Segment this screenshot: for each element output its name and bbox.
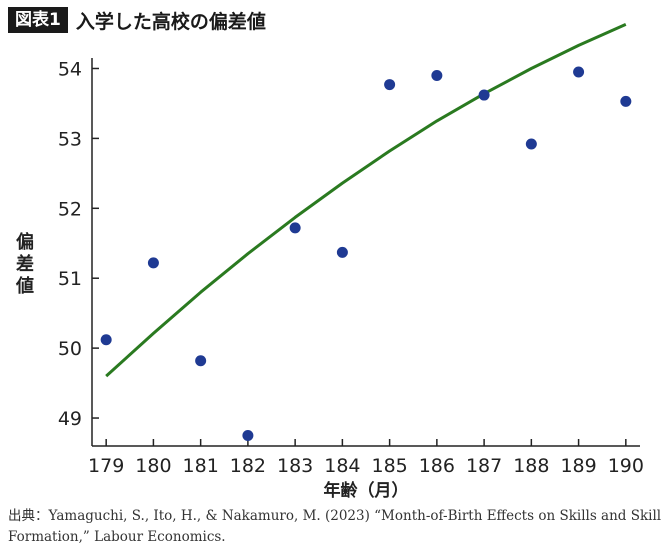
x-tick-label: 182 — [230, 455, 266, 477]
x-tick-label: 186 — [419, 455, 455, 477]
scatter-chart: 49 50 51 52 53 54 179 180 181 182 183 184 185 186 187 1… — [15, 23, 644, 500]
data-point — [525, 138, 537, 150]
data-point — [573, 66, 585, 78]
chart-title: 入学した高校の偏差値 — [75, 10, 266, 33]
x-tick-label: 190 — [608, 455, 644, 477]
x-tick-label: 180 — [135, 455, 171, 477]
x-tick-label: 185 — [371, 455, 407, 477]
x-tick-label: 187 — [466, 455, 502, 477]
source-citation: 出典：Yamaguchi, S., Ito, H., & Nakamuro, M… — [8, 508, 662, 545]
x-tick-label: 181 — [183, 455, 219, 477]
data-point — [289, 222, 301, 234]
x-tick-label: 179 — [88, 455, 124, 477]
x-axis-label: 年齢（月） — [324, 480, 409, 500]
y-axis-label: 偏差値 — [15, 231, 34, 297]
figure-badge: 図表1 — [8, 7, 68, 33]
fit-curve — [105, 23, 627, 378]
x-tick-label: 189 — [560, 455, 596, 477]
y-tick-label: 52 — [58, 198, 82, 220]
data-point — [384, 79, 396, 91]
x-tick-label: 183 — [277, 455, 313, 477]
y-tick-label: 50 — [58, 338, 82, 360]
data-point — [620, 95, 632, 107]
data-point — [431, 69, 443, 81]
data-point — [100, 334, 112, 346]
x-tick-label: 188 — [513, 455, 549, 477]
x-tick-label: 184 — [324, 455, 360, 477]
y-tick-label: 54 — [58, 58, 82, 80]
data-point — [147, 257, 159, 269]
y-tick-label: 53 — [58, 128, 82, 150]
data-point — [478, 89, 490, 101]
figure-header: 図表1 入学した高校の偏差値 — [8, 6, 266, 34]
y-tick-label: 49 — [58, 408, 82, 430]
data-point — [195, 355, 207, 367]
data-point — [336, 246, 348, 258]
y-tick-label: 51 — [58, 268, 82, 290]
data-point — [242, 430, 254, 442]
